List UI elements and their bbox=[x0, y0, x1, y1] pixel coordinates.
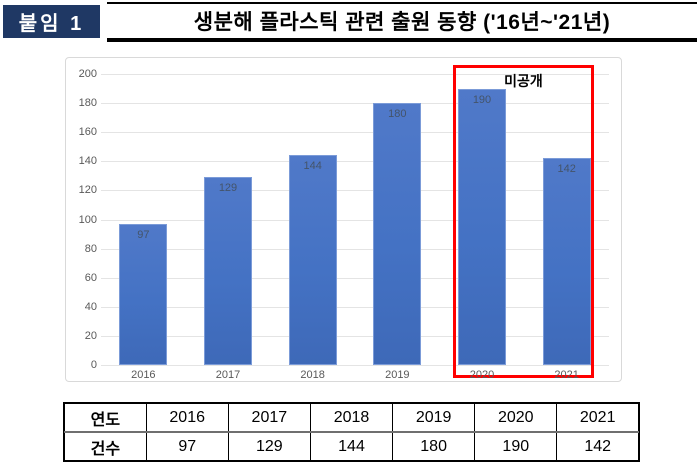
gridline bbox=[101, 190, 609, 192]
x-axis-tick-label: 2021 bbox=[554, 369, 579, 381]
y-axis-tick-label: 100 bbox=[78, 213, 97, 226]
bar-chart: 97 129 144 180 190 142 미공개 0 20 40 60 80 100 120 140… bbox=[65, 57, 622, 382]
table-cell-year: 2016 bbox=[145, 402, 229, 433]
gridline bbox=[101, 335, 609, 337]
data-table: 연도 2016 2017 2018 2019 2020 2021 건수 97 1… bbox=[63, 402, 640, 462]
table-cell-year: 2018 bbox=[309, 402, 394, 433]
table-cell-year: 2017 bbox=[227, 402, 311, 433]
bar-value-label: 97 bbox=[137, 229, 150, 241]
page-title: 생분해 플라스틱 관련 출원 동향 ('16년~'21년) bbox=[193, 11, 611, 34]
table-row-years: 연도 2016 2017 2018 2019 2020 2021 bbox=[63, 402, 640, 433]
y-axis-tick-label: 60 bbox=[84, 271, 97, 284]
bar-2021: 142 bbox=[542, 158, 591, 365]
y-axis-tick-label: 40 bbox=[84, 300, 97, 313]
table-cell-count: 180 bbox=[392, 431, 476, 462]
gridline bbox=[101, 365, 609, 366]
table-cell-year: 2020 bbox=[474, 402, 558, 433]
bar-2017: 129 bbox=[204, 177, 252, 365]
gridline bbox=[101, 132, 609, 134]
bar-value-label: 190 bbox=[472, 94, 492, 106]
gridline bbox=[101, 306, 609, 308]
x-axis-tick-label: 2016 bbox=[131, 369, 156, 381]
bar-value-label: 144 bbox=[303, 160, 322, 172]
gridline bbox=[101, 277, 609, 279]
y-axis-tick-label: 140 bbox=[78, 155, 97, 168]
table-cell-count: 144 bbox=[309, 431, 394, 462]
undisclosed-highlight-box: 미공개 bbox=[453, 65, 594, 378]
bar-2016: 97 bbox=[119, 224, 168, 365]
table-cell-count: 142 bbox=[556, 431, 640, 462]
table-cell-count: 129 bbox=[227, 431, 311, 462]
y-axis-tick-label: 200 bbox=[78, 68, 97, 80]
table-cell-year: 2019 bbox=[392, 402, 476, 433]
table-header-count: 건수 bbox=[63, 431, 147, 462]
bar-2020: 190 bbox=[458, 89, 506, 365]
y-axis-tick-label: 0 bbox=[90, 359, 97, 371]
x-axis-tick-label: 2018 bbox=[300, 369, 325, 381]
bar-2019: 180 bbox=[373, 103, 422, 365]
y-axis-tick-label: 80 bbox=[84, 242, 97, 255]
table-cell-count: 97 bbox=[145, 431, 229, 462]
undisclosed-annotation: 미공개 bbox=[504, 73, 543, 89]
y-axis-tick-label: 160 bbox=[78, 126, 97, 139]
y-axis-tick-label: 20 bbox=[84, 329, 97, 342]
bar-value-label: 142 bbox=[557, 163, 576, 175]
gridline bbox=[101, 219, 609, 221]
x-axis-tick-label: 2017 bbox=[215, 369, 241, 381]
plot-area: 97 129 144 180 190 142 bbox=[101, 74, 609, 366]
x-axis-tick-label: 2020 bbox=[469, 369, 495, 381]
attachment-badge-label: 붙임 1 bbox=[18, 13, 85, 35]
table-header-year: 연도 bbox=[63, 402, 147, 433]
gridline bbox=[101, 248, 609, 250]
gridline bbox=[101, 161, 609, 163]
y-axis-tick-label: 120 bbox=[78, 184, 97, 197]
bar-value-label: 180 bbox=[388, 108, 407, 120]
y-axis-tick-label: 180 bbox=[78, 97, 97, 110]
gridline bbox=[101, 74, 609, 75]
attachment-badge: 붙임 1 bbox=[3, 5, 100, 38]
x-axis-tick-label: 2019 bbox=[385, 369, 410, 381]
bar-value-label: 129 bbox=[218, 182, 238, 194]
title-block: 생분해 플라스틱 관련 출원 동향 ('16년~'21년) bbox=[107, 2, 697, 42]
bar-2018: 144 bbox=[288, 155, 337, 365]
table-cell-count: 190 bbox=[474, 431, 558, 462]
gridline bbox=[101, 103, 609, 105]
table-row-counts: 건수 97 129 144 180 190 142 bbox=[63, 431, 640, 462]
table-cell-year: 2021 bbox=[556, 402, 640, 433]
